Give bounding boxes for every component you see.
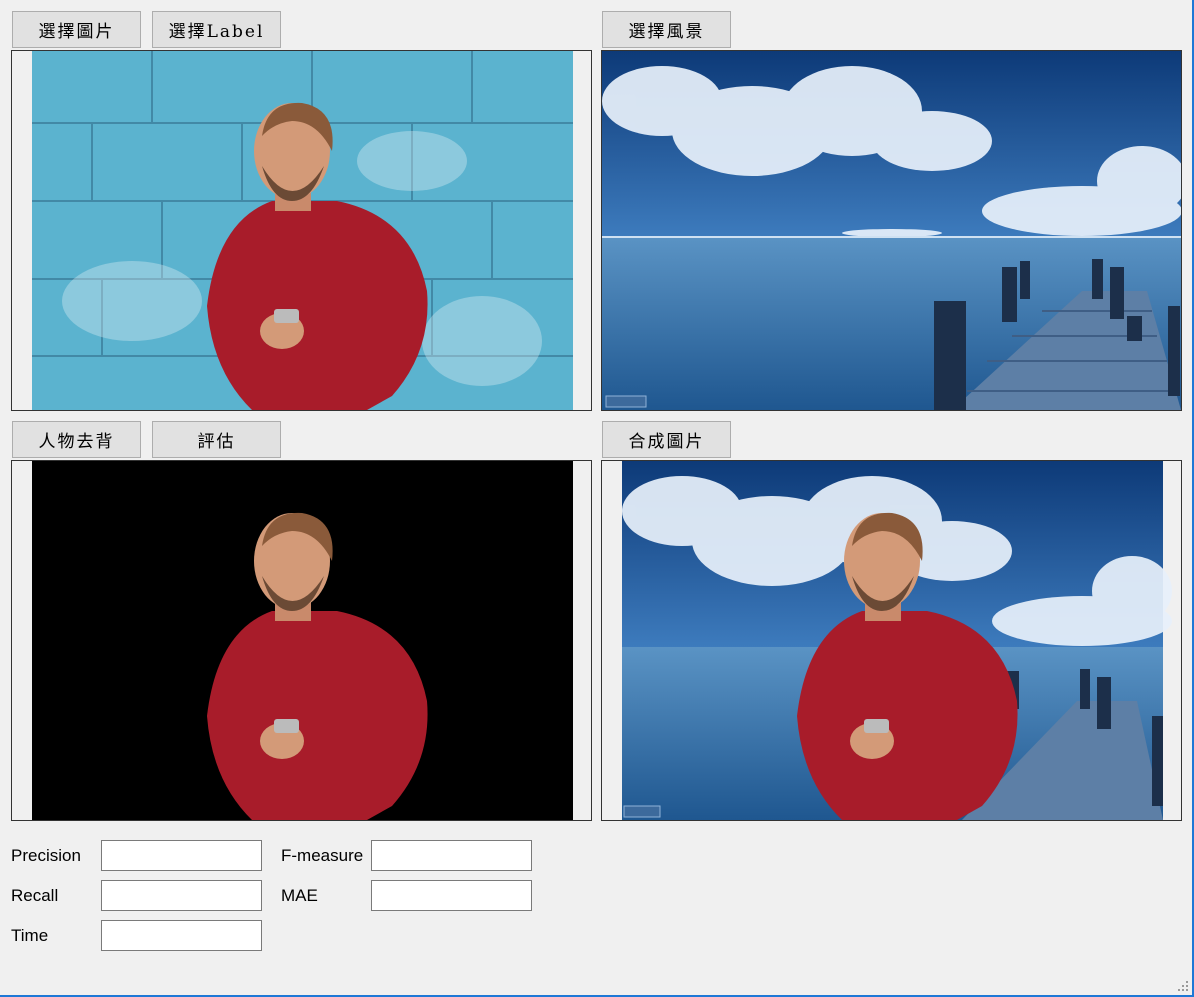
resize-grip-icon[interactable] xyxy=(1178,981,1188,991)
evaluate-button[interactable]: 評估 xyxy=(152,421,281,458)
compose-image-button[interactable]: 合成圖片 xyxy=(602,421,731,458)
time-field[interactable] xyxy=(101,920,262,951)
removed-background-image xyxy=(32,461,573,820)
source-image xyxy=(32,51,573,410)
time-label: Time xyxy=(11,926,49,945)
removed-background-panel xyxy=(11,460,592,821)
composite-image-panel xyxy=(601,460,1182,821)
choose-label-button[interactable]: 選擇Label xyxy=(152,11,281,48)
source-image-panel xyxy=(11,50,592,411)
fmeasure-label: F-measure xyxy=(281,846,364,865)
mae-label: MAE xyxy=(281,886,318,905)
scenery-image-panel xyxy=(601,50,1182,411)
recall-field[interactable] xyxy=(101,880,262,911)
mae-field[interactable] xyxy=(371,880,532,911)
precision-label: Precision xyxy=(11,846,81,865)
choose-scenery-button[interactable]: 選擇風景 xyxy=(602,11,731,48)
composite-image xyxy=(622,461,1172,820)
choose-image-button[interactable]: 選擇圖片 xyxy=(12,11,141,48)
precision-field[interactable] xyxy=(101,840,262,871)
scenery-image xyxy=(602,51,1181,410)
recall-label: Recall xyxy=(11,886,59,905)
fmeasure-field[interactable] xyxy=(371,840,532,871)
remove-background-button[interactable]: 人物去背 xyxy=(12,421,141,458)
